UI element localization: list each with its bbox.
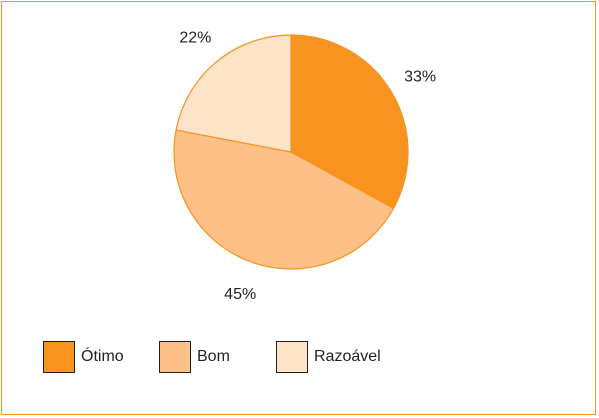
- legend-swatch-razoavel: [276, 341, 308, 373]
- pie-label-razoavel: 22%: [179, 29, 211, 46]
- legend-item-bom: Bom: [159, 341, 230, 373]
- pie-slice-otimo: [290, 34, 409, 210]
- legend-label-otimo: Ótimo: [81, 348, 124, 365]
- legend-swatch-bom: [159, 341, 191, 373]
- pie-label-bom: 45%: [224, 286, 256, 303]
- pie-slice-razoavel: [175, 34, 292, 153]
- legend-swatch-otimo: [43, 341, 75, 373]
- legend-label-razoavel: Razoável: [314, 348, 381, 365]
- pie-slice-bom: [173, 129, 395, 270]
- pie-label-otimo: 33%: [404, 69, 436, 86]
- legend-item-otimo: Ótimo: [43, 341, 124, 373]
- legend-label-bom: Bom: [197, 348, 230, 365]
- legend-item-razoavel: Razoável: [276, 341, 381, 373]
